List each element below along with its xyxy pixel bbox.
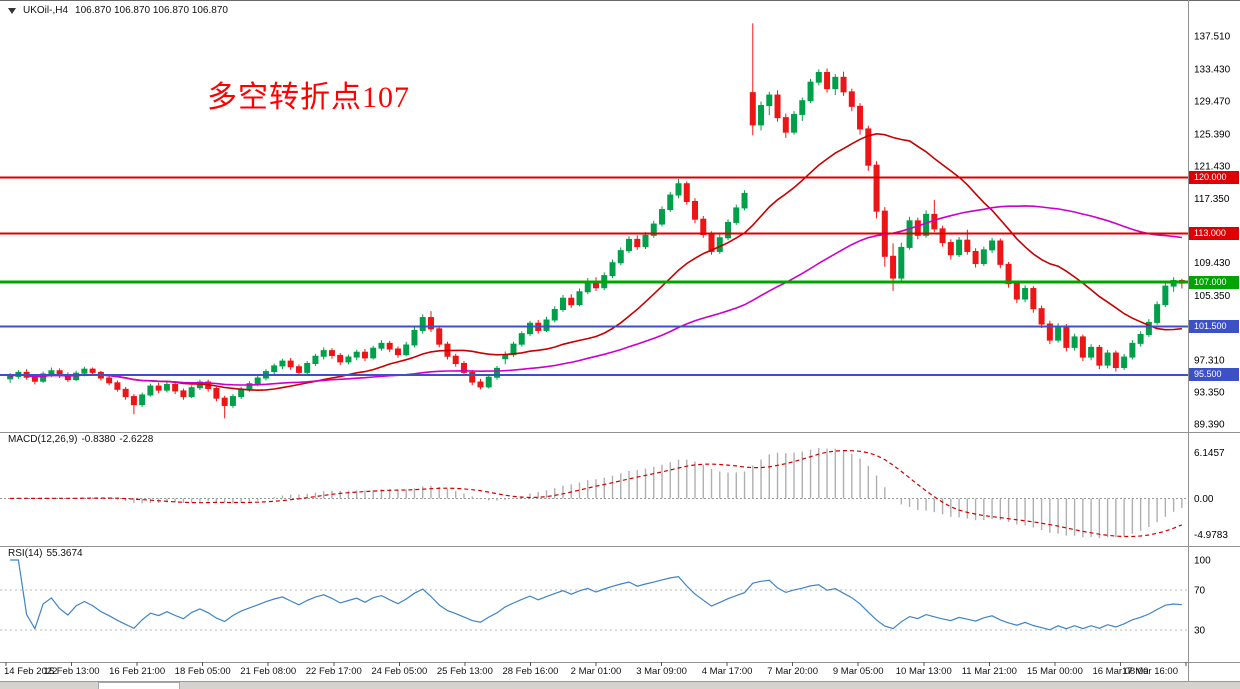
- time-axis-label: 28 Feb 16:00: [502, 666, 559, 677]
- level-lines-layer[interactable]: [0, 176, 1188, 376]
- chart-annotation-text: 多空转折点107: [207, 81, 410, 114]
- horizontal-scrollbar-thumb[interactable]: [98, 682, 180, 689]
- macd-axis-label: 6.1457: [1194, 448, 1225, 459]
- time-axis-label: 10 Mar 13:00: [895, 666, 952, 677]
- candles-layer: [7, 23, 1185, 419]
- price-axis-label: 109.430: [1194, 258, 1231, 269]
- price-axis-label: 133.430: [1194, 65, 1231, 76]
- time-axis-label: 15 Mar 00:00: [1026, 666, 1083, 677]
- price-axis-labels: 137.510 133.430 129.470 125.390 121.430 117.3…: [1194, 32, 1231, 431]
- time-axis[interactable]: 14 Feb 2022 15 Feb 13:00 16 Feb 21:00 18 Fe…: [0, 664, 1188, 680]
- price-level-tag: 120.000: [1189, 170, 1239, 184]
- macd-params: MACD(12,26,9): [8, 434, 78, 445]
- macd-layer: [0, 448, 1188, 538]
- time-axis-label: 7 Mar 20:00: [767, 666, 819, 677]
- time-axis-label: 17 Mar 16:00: [1122, 666, 1178, 677]
- price-axis-label: 121.430: [1194, 161, 1231, 172]
- rsi-params: RSI(14): [8, 548, 43, 559]
- time-axis-label: 9 Mar 05:00: [832, 666, 884, 677]
- price-level-tag: 107.000: [1189, 275, 1239, 289]
- rsi-axis-label: 30: [1194, 626, 1206, 637]
- price-axis-label: 117.350: [1194, 194, 1230, 205]
- macd-main-value: -0.8380: [81, 434, 116, 445]
- rsi-layer: [0, 559, 1188, 631]
- price-axis-label: 129.470: [1194, 96, 1231, 107]
- price-axis-label: 137.510: [1194, 32, 1231, 43]
- price-axis-label: 93.350: [1194, 388, 1225, 399]
- rsi-axis-labels: 100 70 30: [1194, 556, 1211, 637]
- rsi-axis-label: 70: [1194, 586, 1206, 597]
- chart-header: UKOil-,H4 106.870 106.870 106.870 106.87…: [8, 5, 228, 16]
- macd-indicator-label: MACD(12,26,9) -0.8380 -2.6228: [8, 434, 157, 445]
- macd-signal-value: -2.6228: [119, 434, 154, 445]
- price-axis-label: 97.310: [1194, 356, 1225, 367]
- ohlc-readout: 106.870 106.870 106.870 106.870: [75, 5, 228, 16]
- time-axis-label: 24 Feb 05:00: [371, 666, 428, 677]
- price-axis-label: 125.390: [1194, 129, 1231, 140]
- price-axis-label: 89.390: [1194, 420, 1225, 431]
- time-axis-label: 16 Feb 21:00: [109, 666, 166, 677]
- price-level-tag: 101.500: [1189, 319, 1239, 333]
- time-axis-label: 25 Feb 13:00: [436, 666, 493, 677]
- time-axis-label: 3 Mar 09:00: [636, 666, 687, 677]
- price-level-tag: 113.000: [1189, 227, 1239, 241]
- macd-axis-labels: 6.1457 0.00 -4.9783: [1194, 448, 1228, 541]
- rsi-value: 55.3674: [46, 548, 83, 559]
- time-axis-label: 2 Mar 01:00: [570, 666, 622, 677]
- macd-axis-label: -4.9783: [1194, 530, 1228, 541]
- time-ticks: [5, 662, 1187, 666]
- macd-axis-label: 0.00: [1194, 494, 1214, 505]
- time-axis-label: 18 Feb 05:00: [174, 666, 231, 677]
- moving-averages-layer: [9, 132, 1183, 392]
- time-axis-label: 22 Feb 17:00: [305, 666, 362, 677]
- time-axis-label: 15 Feb 13:00: [43, 666, 100, 677]
- quick-trade-arrow-icon[interactable]: [8, 7, 16, 14]
- time-axis-label: 14 Feb 2022: [4, 666, 58, 677]
- price-level-tag: 95.500: [1189, 368, 1239, 382]
- time-axis-label: 21 Feb 08:00: [240, 666, 297, 677]
- time-axis-label: 4 Mar 17:00: [701, 666, 753, 677]
- rsi-indicator-label: RSI(14) 55.3674: [8, 548, 87, 559]
- time-axis-label: 11 Mar 21:00: [961, 666, 1017, 677]
- price-axis-label: 105.350: [1194, 291, 1231, 302]
- time-axis-label: 16 Mar 08:00: [1092, 666, 1149, 677]
- rsi-axis-label: 100: [1194, 556, 1211, 567]
- horizontal-scrollbar-track[interactable]: [0, 681, 1240, 689]
- symbol-timeframe-label: UKOil-,H4: [23, 5, 69, 16]
